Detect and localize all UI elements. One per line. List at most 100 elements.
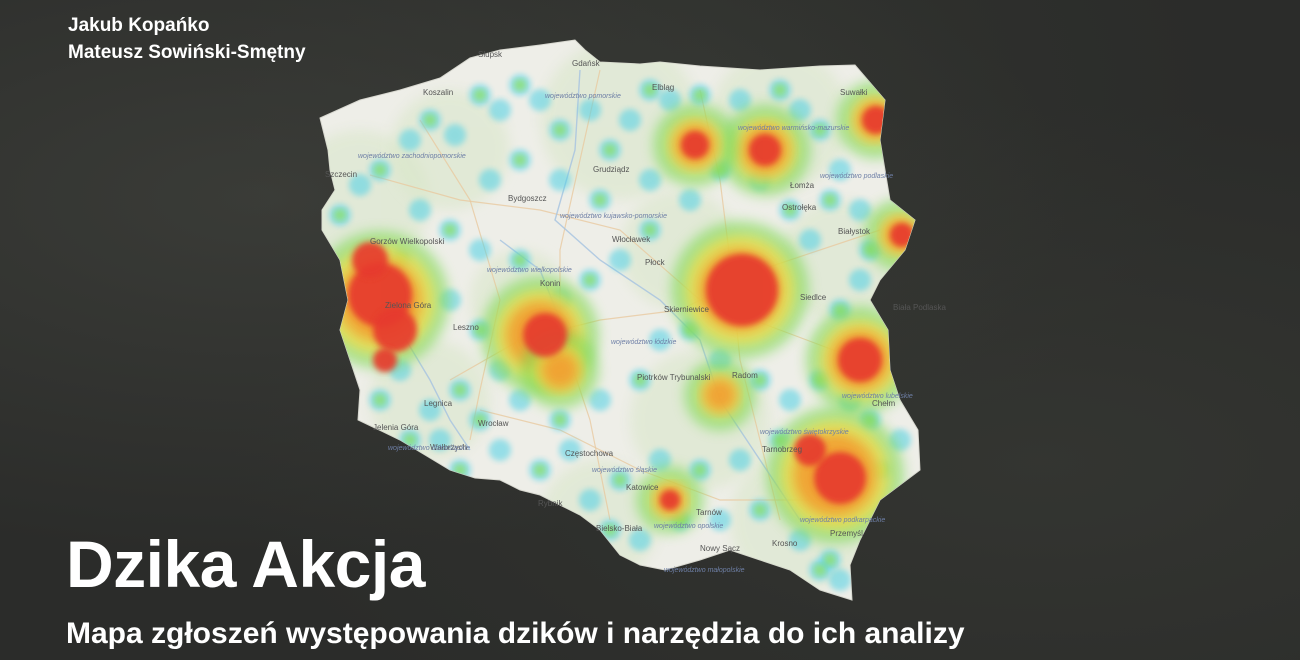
author-name: Mateusz Sowiński-Smętny xyxy=(68,42,306,63)
heat-spot-low xyxy=(609,249,631,271)
heat-zone-higher xyxy=(541,351,579,389)
heat-spot-low xyxy=(829,569,851,591)
city-label: Gorzów Wielkopolski xyxy=(370,237,444,246)
heat-core xyxy=(862,106,890,134)
heat-spot-mid xyxy=(474,89,486,101)
city-label: Jelenia Góra xyxy=(373,423,419,432)
city-label: Chełm xyxy=(872,399,895,408)
city-label: Białystok xyxy=(838,227,871,236)
heat-spot-mid xyxy=(824,554,836,566)
region-label: województwo małopolskie xyxy=(664,567,745,574)
page-title: Dzika Akcja xyxy=(66,527,425,601)
heat-core xyxy=(523,313,567,357)
heat-spot-low xyxy=(579,489,601,511)
heat-spot-mid xyxy=(814,124,826,136)
heat-core xyxy=(706,254,778,326)
region-label: województwo podlaskie xyxy=(820,173,893,180)
heat-spot-low xyxy=(429,429,451,451)
heat-spot-low xyxy=(469,239,491,261)
city-label: Bydgoszcz xyxy=(508,194,547,203)
city-label: Katowice xyxy=(626,483,659,492)
city-label: Elbląg xyxy=(652,83,674,92)
heat-spot-low xyxy=(629,529,651,551)
heat-core xyxy=(660,490,680,510)
heat-spot-low xyxy=(679,189,701,211)
heat-core xyxy=(890,223,914,247)
city-label: Biała Podlaska xyxy=(893,303,946,312)
city-label: Rybnik xyxy=(538,499,563,508)
city-label: Koszalin xyxy=(423,88,453,97)
heat-spot-mid xyxy=(514,154,526,166)
heat-spot-mid xyxy=(554,414,566,426)
heat-core xyxy=(373,348,397,372)
region-label: województwo opolskie xyxy=(654,523,723,530)
city-label: Wrocław xyxy=(478,419,509,428)
region-label: województwo łódzkie xyxy=(611,339,676,346)
region-label: województwo lubelskie xyxy=(842,393,913,400)
heat-spot-low xyxy=(399,129,421,151)
heat-spot-mid xyxy=(694,89,706,101)
heat-spot-mid xyxy=(814,564,826,576)
heat-spot-low xyxy=(729,89,751,111)
heat-zone-higher xyxy=(703,378,737,412)
heat-spot-low xyxy=(709,509,731,531)
city-label: Legnica xyxy=(424,399,453,408)
forest-area xyxy=(540,460,660,580)
heat-spot-mid xyxy=(454,384,466,396)
page-subtitle: Mapa zgłoszeń występowania dzików i narz… xyxy=(66,617,965,650)
heat-spot-low xyxy=(849,269,871,291)
heat-spot-low xyxy=(579,99,601,121)
city-label: Leszno xyxy=(453,323,479,332)
heat-core xyxy=(681,131,709,159)
heat-spot-low xyxy=(444,124,466,146)
heat-spot-mid xyxy=(754,374,766,386)
heat-spot-mid xyxy=(644,224,656,236)
heat-spot-mid xyxy=(604,524,616,536)
city-label: Konin xyxy=(540,279,560,288)
city-label: Bielsko-Biała xyxy=(596,524,643,533)
heat-spot-mid xyxy=(374,164,386,176)
heat-spot-low xyxy=(509,389,531,411)
city-label: Siedlce xyxy=(800,293,827,302)
heat-spot-mid xyxy=(334,209,346,221)
heat-spot-low xyxy=(779,389,801,411)
region-label: województwo śląskie xyxy=(592,467,657,474)
heat-spot-mid xyxy=(534,464,546,476)
heat-spot-mid xyxy=(824,194,836,206)
heat-spot-low xyxy=(409,199,431,221)
heat-spot-low xyxy=(479,169,501,191)
city-label: Włocławek xyxy=(612,235,651,244)
heat-spot-low xyxy=(649,449,671,471)
city-label: Krosno xyxy=(772,539,798,548)
heat-spot-mid xyxy=(554,124,566,136)
region-label: województwo wielkopolskie xyxy=(487,267,572,274)
heat-core xyxy=(838,338,882,382)
heat-spot-mid xyxy=(644,84,656,96)
heat-spot-low xyxy=(549,169,571,191)
heat-spot-mid xyxy=(584,274,596,286)
heat-spot-low xyxy=(659,89,681,111)
city-label: Ostrołęka xyxy=(782,203,817,212)
heatmap-layer xyxy=(320,74,920,591)
region-label: województwo zachodniopomorskie xyxy=(358,153,466,160)
heat-core xyxy=(814,452,866,504)
city-label: Suwałki xyxy=(840,88,868,97)
heat-spot-low xyxy=(349,174,371,196)
heat-spot-low xyxy=(829,159,851,181)
heat-spot-mid xyxy=(374,394,386,406)
heat-spot-low xyxy=(489,99,511,121)
city-label: Nowy Sącz xyxy=(700,544,740,553)
heat-spot-mid xyxy=(754,504,766,516)
city-label: Szczecin xyxy=(325,170,357,179)
heat-spot-low xyxy=(639,169,661,191)
heat-spot-low xyxy=(489,439,511,461)
heat-spot-mid xyxy=(424,114,436,126)
heat-spot-low xyxy=(649,329,671,351)
heat-spot-mid xyxy=(514,254,526,266)
city-label: Skierniewice xyxy=(664,305,709,314)
city-label: Częstochowa xyxy=(565,449,614,458)
author-name: Jakub Kopańko xyxy=(68,15,210,36)
region-label: województwo kujawsko-pomorskie xyxy=(560,213,667,220)
city-label: Wałbrzych xyxy=(430,443,467,452)
